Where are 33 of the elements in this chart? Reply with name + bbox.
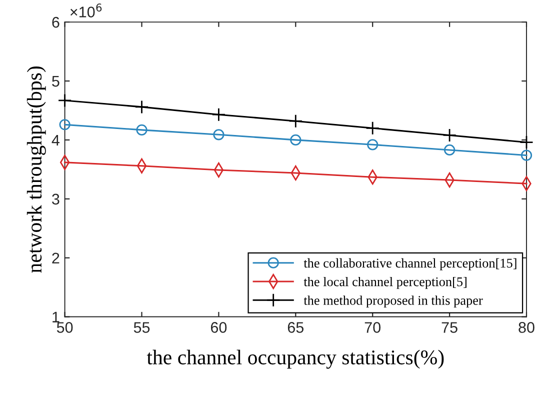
y-tick-label: 3 [52, 194, 60, 205]
point [442, 128, 456, 142]
point [366, 121, 380, 136]
y-tick-label: 2 [52, 252, 60, 264]
y-tick-label: 6 [52, 16, 60, 28]
point [444, 144, 456, 156]
point [290, 134, 302, 146]
point [520, 135, 534, 150]
y-tick-label: 5 [52, 76, 60, 87]
legend-label: the method proposed in this paper [304, 296, 483, 308]
x-tick-label: 70 [364, 322, 380, 333]
y-axis-title: network throughput(bps) [26, 66, 46, 273]
x-tick-label: 80 [518, 322, 534, 333]
x-tick-label: 75 [442, 322, 458, 333]
x-tick-label: 55 [134, 322, 150, 333]
point [59, 119, 70, 130]
y-tick-label: 4 [52, 134, 60, 146]
point [58, 94, 72, 108]
x-tick-label: 65 [288, 322, 304, 333]
x-axis-title: the channel occupancy statistics(%) [146, 350, 444, 369]
point [134, 100, 149, 114]
point [136, 124, 148, 136]
point [367, 139, 378, 150]
point [212, 108, 226, 122]
point [520, 150, 532, 161]
point [213, 129, 224, 140]
legend-label: the collaborative channel perception[15] [304, 258, 516, 270]
y-tick-label: 1 [52, 312, 60, 322]
x-tick-label: 50 [56, 322, 73, 333]
point [288, 114, 303, 128]
text: ×10$^{6}$ [70, 4, 102, 18]
legend-label: the local channel perception[5] [304, 276, 466, 289]
x-tick-label: 60 [210, 322, 227, 333]
